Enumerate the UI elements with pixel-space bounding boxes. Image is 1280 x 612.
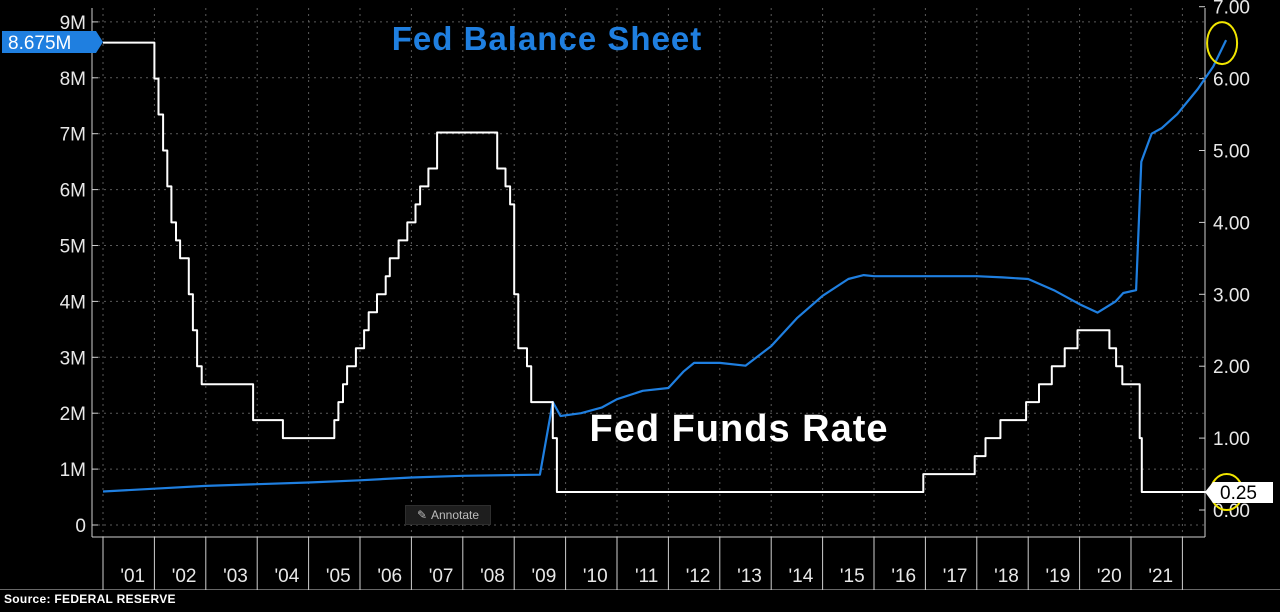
x-tick-label: '05	[326, 566, 351, 587]
x-tick-label: '08	[480, 566, 505, 587]
annotate-label: Annotate	[431, 508, 480, 522]
left-y-tick-label: 4M	[60, 292, 86, 313]
rate-last-value-tag: 0.25	[1205, 482, 1273, 504]
left-y-tick-label: 8M	[60, 69, 86, 90]
x-tick-label: '13	[737, 566, 762, 587]
axes	[0, 6, 1280, 590]
x-tick-label: '03	[223, 566, 248, 587]
x-tick-label: '19	[1046, 566, 1071, 587]
x-tick-label: '04	[275, 566, 300, 587]
right-y-tick-label: 5.00	[1213, 142, 1250, 163]
x-tick-label: '10	[583, 566, 608, 587]
fed-funds-rate-line	[103, 41, 1229, 493]
right-y-tick-label: 2.00	[1213, 357, 1250, 378]
left-y-tick-label: 9M	[60, 13, 86, 34]
x-tick-label: '02	[172, 566, 197, 587]
fed-funds-rate-annotation: Fed Funds Rate	[589, 408, 888, 450]
balance-sheet-line	[102, 39, 1228, 493]
left-y-tick-label: 5M	[60, 237, 86, 258]
balance-last-value-tag: 8.675M	[2, 31, 103, 54]
x-tick-labels: '01 '02 '03 '04 '05 '06 '07 '08 '09 '10 '11 '12 '13 '…	[120, 566, 1173, 587]
right-y-tick-label: 3.00	[1213, 285, 1250, 306]
x-tick-label: '21	[1148, 566, 1173, 587]
x-tick-label: '14	[789, 566, 814, 587]
x-tick-label: '06	[377, 566, 402, 587]
x-tick-label: '07	[429, 566, 454, 587]
x-tick-label: '12	[686, 566, 711, 587]
chart-canvas: 0 1M 2M 3M 4M 5M 6M 7M 8M 9M 0.00 1.00 2.00 3.00 4.00…	[0, 0, 1280, 590]
series	[102, 39, 1229, 493]
gridlines	[92, 8, 1205, 537]
x-tick-label: '15	[840, 566, 865, 587]
x-tick-label: '17	[943, 566, 968, 587]
annotate-button[interactable]: ✎ Annotate	[405, 505, 491, 525]
source-label: Source: FEDERAL RESERVE	[4, 592, 176, 606]
x-tick-label: '18	[994, 566, 1019, 587]
left-y-tick-label: 7M	[60, 125, 86, 146]
left-y-tick-label: 1M	[60, 460, 86, 481]
left-y-tick-label: 0	[75, 516, 86, 537]
chart-title: Fed Balance Sheet	[392, 20, 702, 57]
right-y-tick-label: 0.00	[1213, 501, 1250, 522]
right-y-tick-label: 1.00	[1213, 429, 1250, 450]
right-y-tick-label: 7.00	[1213, 0, 1250, 19]
left-y-tick-label: 2M	[60, 404, 86, 425]
rate-last-value: 0.25	[1220, 483, 1257, 504]
x-tick-label: '09	[532, 566, 557, 587]
left-y-tick-labels: 0 1M 2M 3M 4M 5M 6M 7M 8M 9M	[60, 13, 86, 537]
balance-last-value: 8.675M	[8, 33, 71, 54]
left-y-tick-label: 3M	[60, 348, 86, 369]
right-y-tick-label: 6.00	[1213, 70, 1250, 91]
balance-highlight-circle	[1206, 21, 1239, 66]
pencil-icon: ✎	[416, 508, 427, 522]
x-tick-label: '20	[1097, 566, 1122, 587]
right-y-tick-label: 4.00	[1213, 213, 1250, 234]
x-tick-label: '16	[891, 566, 916, 587]
x-tick-label: '11	[635, 566, 658, 587]
left-y-tick-label: 6M	[60, 181, 86, 202]
x-tick-label: '01	[120, 566, 145, 587]
right-y-tick-labels: 0.00 1.00 2.00 3.00 4.00 5.00 6.00 7.00	[1213, 0, 1250, 522]
